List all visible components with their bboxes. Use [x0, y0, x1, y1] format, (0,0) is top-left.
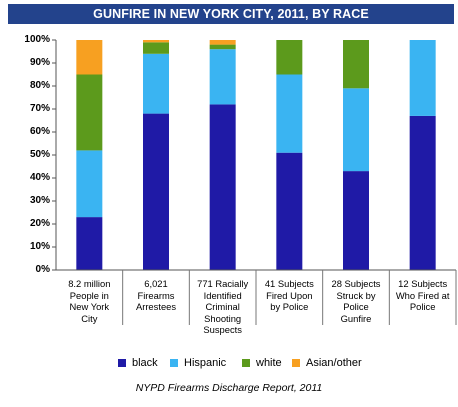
legend-label: Asian/other: [306, 357, 362, 369]
legend-item-black: black: [118, 357, 158, 369]
chart-title: GUNFIRE IN NEW YORK CITY, 2011, BY RACE: [8, 4, 454, 24]
x-tick-label-line: 6,021: [144, 278, 168, 289]
x-tick-label-line: 41 Subjects: [264, 278, 314, 289]
y-tick-label: 10%: [29, 241, 50, 252]
x-tick-label-line: Firearms: [137, 289, 175, 301]
y-tick-label: 100%: [24, 34, 50, 45]
bar-hispanic-2: [143, 53, 169, 114]
y-tick-label: 60%: [29, 126, 50, 137]
legend-item-white: white: [242, 357, 282, 369]
x-tick-label-line: 8.2 million: [68, 278, 111, 289]
bar-hispanic-5: [343, 88, 369, 172]
x-tick-label-line: Identified: [203, 289, 242, 301]
x-tick-label-line: by Police: [270, 301, 309, 312]
legend-label: Hispanic: [184, 357, 227, 369]
x-tick-label-line: Criminal: [205, 301, 240, 312]
bar-white-3: [209, 44, 236, 50]
y-tick-label: 40%: [29, 172, 50, 183]
x-tick-label-line: Shooting: [204, 312, 242, 324]
legend-label: white: [256, 357, 282, 369]
x-tick-label-line: Gunfire: [340, 312, 372, 324]
y-tick-label: 70%: [29, 103, 50, 114]
x-tick-label-line: 771 Racially: [197, 278, 249, 289]
x-tick-label-line: Police: [343, 301, 369, 312]
bar-hispanic-4: [276, 74, 303, 153]
source-note: NYPD Firearms Discharge Report, 2011: [135, 382, 323, 394]
legend-item-asian-other: Asian/other: [292, 357, 362, 369]
bar-asian-other-1: [76, 40, 103, 75]
x-tick-label: 28 Subjects Struck by Police Gunfire: [322, 278, 390, 324]
x-tick-label-line: Fired Upon: [266, 289, 313, 301]
x-tick-label-line: City: [81, 312, 98, 324]
x-tick-label-line: Police: [409, 301, 436, 312]
bar-black-2: [143, 113, 169, 270]
x-tick-label-line: People in: [69, 289, 109, 301]
y-tick-label: 30%: [29, 195, 50, 206]
y-tick-label: 80%: [29, 80, 50, 91]
bar-white-2: [143, 42, 169, 54]
x-tick-label-line: Struck by: [336, 289, 376, 301]
x-tick-label-line: New York: [69, 301, 110, 312]
bar-white-5: [343, 40, 369, 89]
y-tick-label: 50%: [29, 149, 50, 160]
bar-asian-other-2: [143, 40, 169, 43]
bar-white-1: [76, 74, 103, 151]
x-tick-label-line: 28 Subjects: [331, 278, 381, 289]
legend-swatch: [118, 359, 126, 367]
x-tick-label: 6,021 Firearms Arrestees: [122, 278, 190, 313]
x-tick-label-line: Who Fired at: [395, 289, 450, 301]
legend-swatch: [170, 359, 178, 367]
x-tick-label-line: Arrestees: [135, 301, 177, 312]
bar-asian-other-3: [209, 40, 236, 45]
bar-black-4: [276, 152, 303, 270]
bar-hispanic-3: [209, 49, 236, 105]
y-tick-label: 90%: [29, 57, 50, 68]
x-tick-label: 41 Subjects Fired Upon by Police: [255, 278, 323, 313]
bar-black-1: [76, 217, 103, 270]
bar-black-6: [409, 115, 436, 271]
y-tick-label: 0%: [35, 264, 50, 275]
x-tick-label-line: Suspects: [203, 324, 242, 335]
x-tick-label: 771 Racially Identified Criminal Shooting Su…: [189, 278, 257, 336]
bar-hispanic-1: [76, 150, 103, 218]
bar-white-4: [276, 40, 303, 75]
legend-swatch: [242, 359, 250, 367]
bar-black-5: [343, 171, 369, 270]
x-tick-label-line: 12 Subjects: [398, 278, 448, 289]
legend-item-hispanic: Hispanic: [170, 357, 226, 369]
x-tick-label: 8.2 million People in New York City: [55, 278, 123, 324]
bar-black-3: [209, 104, 236, 271]
x-tick-label: 12 Subjects Who Fired at Police: [389, 278, 457, 313]
bar-hispanic-6: [409, 40, 436, 116]
legend-swatch: [292, 359, 300, 367]
legend-label: black: [132, 357, 158, 369]
y-tick-label: 20%: [29, 218, 50, 229]
